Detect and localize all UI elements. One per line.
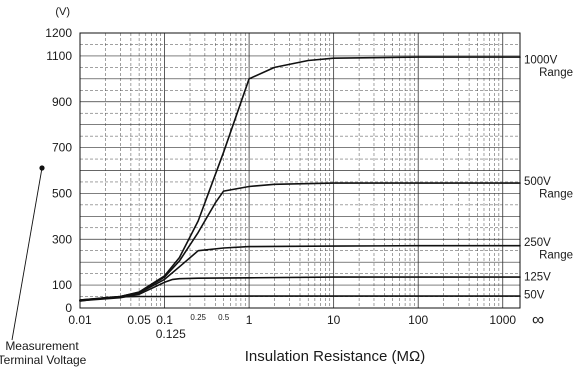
y-tick-label: 500 xyxy=(52,186,72,200)
series-label: Range xyxy=(539,188,573,200)
y-tick-label: 900 xyxy=(52,95,72,109)
y-tick-label: 1100 xyxy=(46,49,72,63)
y-axis-title: Measurement xyxy=(5,339,79,353)
series-label: Range xyxy=(539,67,573,79)
y-axis-title: Terminal Voltage xyxy=(0,353,87,367)
series-label: 1000V xyxy=(524,54,558,66)
series-label: Range xyxy=(539,249,573,261)
x-tick-label: 1 xyxy=(246,313,253,327)
y-tick-label: 0 xyxy=(65,301,72,315)
x-tick-label: 0.1 xyxy=(156,313,173,327)
plot-frame xyxy=(79,32,521,309)
x-axis-title: Insulation Resistance (MΩ) xyxy=(245,348,425,365)
y-unit-label: (V) xyxy=(55,6,70,18)
y-axis-title-leader xyxy=(11,167,43,341)
series-line xyxy=(79,276,521,302)
x-tick-label: 0.01 xyxy=(68,313,92,327)
series-line xyxy=(79,295,521,302)
y-tick-label: 700 xyxy=(52,141,72,155)
y-tick-label: 1200 xyxy=(45,26,72,40)
y-tick-label: 300 xyxy=(52,232,72,246)
x-tick-label: 1000 xyxy=(489,313,516,327)
grid xyxy=(79,32,520,309)
series-line xyxy=(79,244,521,302)
series-label: 250V xyxy=(524,237,551,249)
x-tick-label: 10 xyxy=(327,313,341,327)
curves xyxy=(79,56,521,302)
series-label: 125V xyxy=(524,272,551,284)
x-tick-label: 0.05 xyxy=(127,313,151,327)
x-minor-label: 0.125 xyxy=(156,327,186,341)
x-minor-label: 0.25 xyxy=(190,313,206,322)
y-tick-label: 100 xyxy=(52,278,72,292)
x-infinity-label: ∞ xyxy=(532,310,544,329)
series-label: 500V xyxy=(524,176,551,188)
x-minor-label: 0.5 xyxy=(218,313,230,322)
x-tick-label: 100 xyxy=(408,313,428,327)
series-label: 50V xyxy=(524,290,545,302)
axes xyxy=(11,32,521,341)
